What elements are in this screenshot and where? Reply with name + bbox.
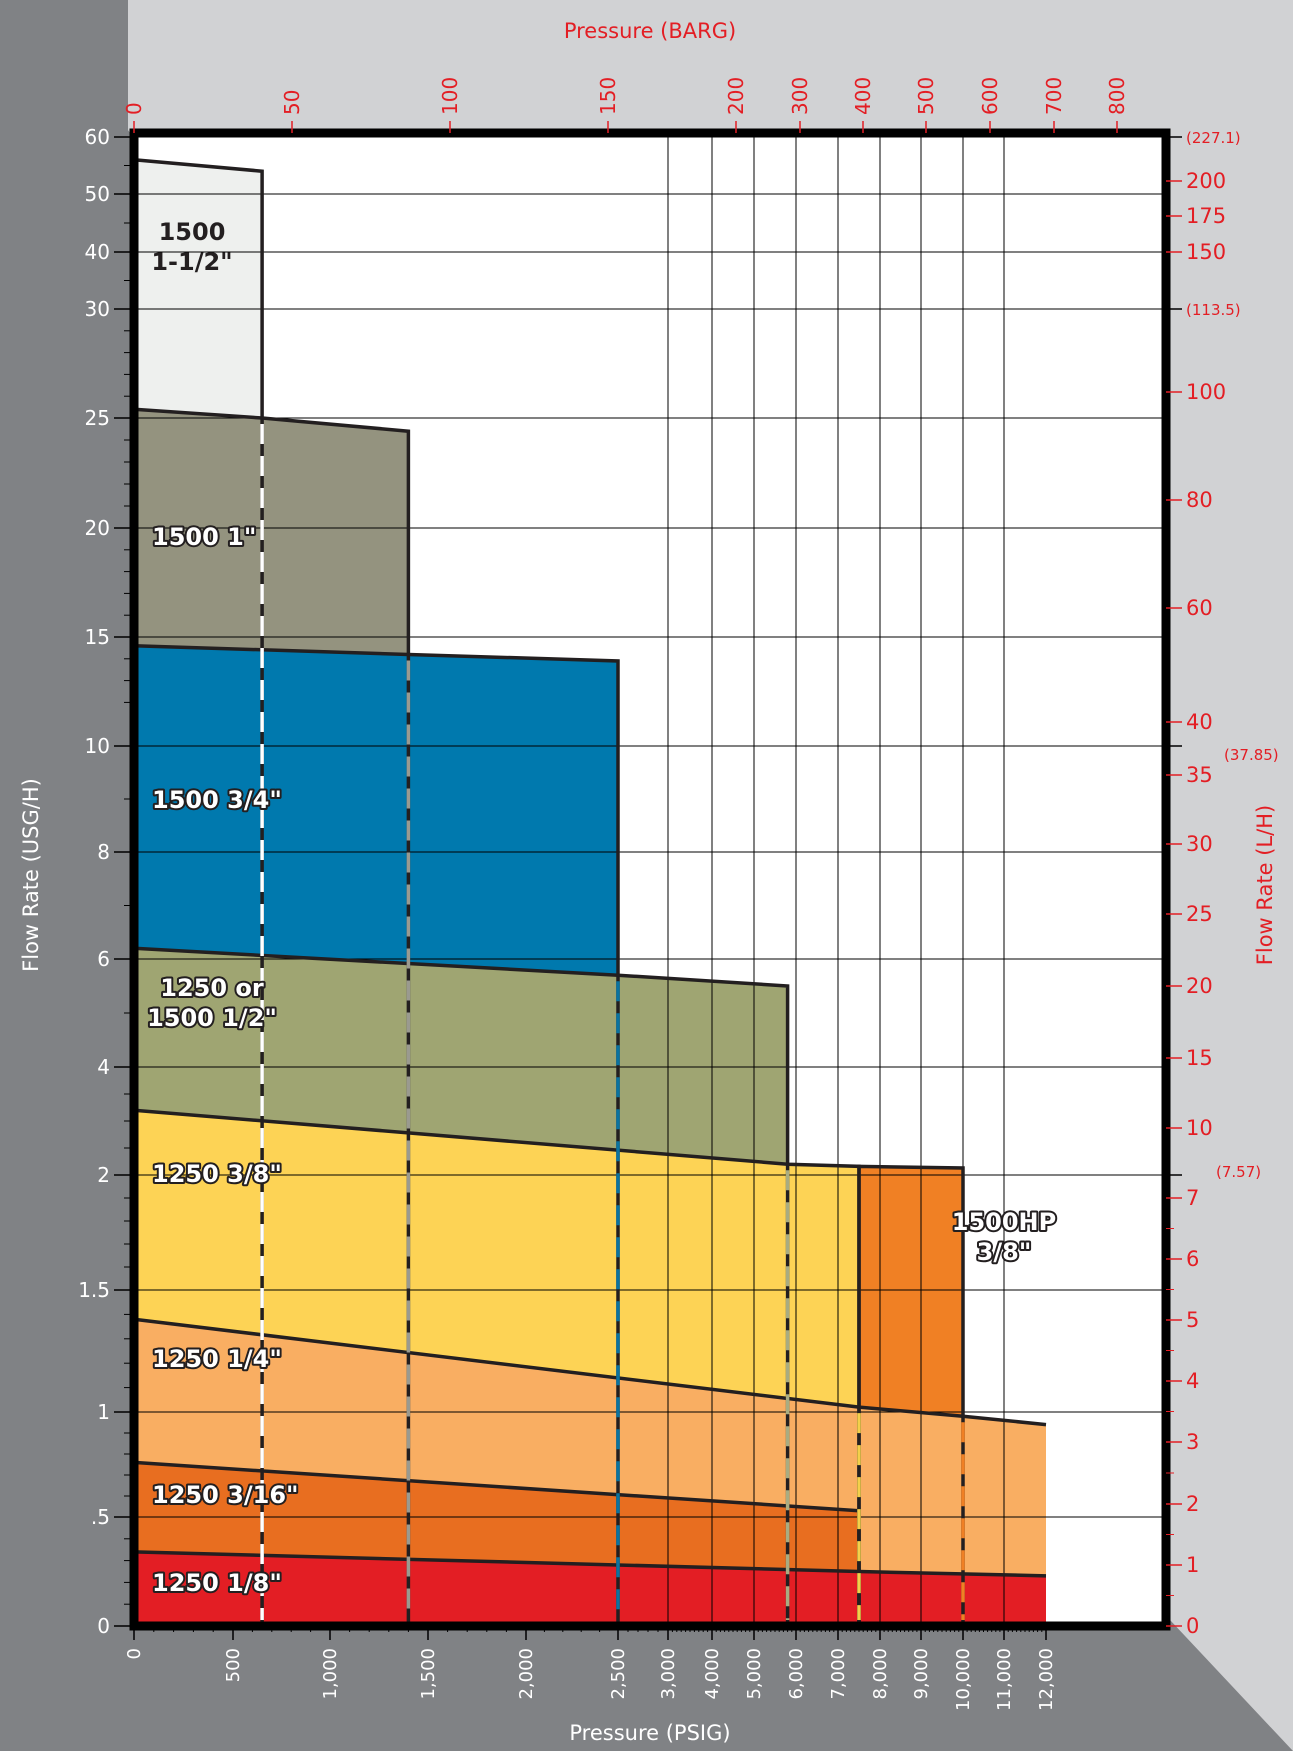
y-tick-label: 1.5 xyxy=(78,1278,110,1302)
x-tick-label: 1,000 xyxy=(320,1648,341,1700)
y2-tick-label: 6 xyxy=(1186,1247,1199,1271)
y2-equiv-label: (113.5) xyxy=(1186,301,1241,319)
y2-tick-label: 175 xyxy=(1186,204,1226,228)
y-tick-label: 10 xyxy=(85,734,110,758)
y2-tick-label: 20 xyxy=(1186,974,1213,998)
y2-axis-title: Flow Rate (L/H) xyxy=(1253,805,1277,965)
y2-tick-label: 3 xyxy=(1186,1430,1199,1454)
x-axis-ticks: 0 500 1,000 1,500 2,000 2,500 3,000 4,000 5,000 6… xyxy=(124,1626,1057,1711)
series-label: 1250 1/4" xyxy=(152,1345,282,1373)
y-tick-label: .5 xyxy=(91,1505,110,1529)
x2-axis-title: Pressure (BARG) xyxy=(564,19,736,43)
y2-tick-label: 1 xyxy=(1186,1553,1199,1577)
x2-tick-label: 500 xyxy=(914,77,938,115)
x-tick-label: 5,000 xyxy=(744,1648,765,1700)
y-tick-label: 4 xyxy=(97,1055,110,1079)
series-label: 1-1/2" xyxy=(151,248,232,276)
y-tick-label: 2 xyxy=(97,1163,110,1187)
y2-tick-label: 30 xyxy=(1186,832,1213,856)
y-tick-label: 60 xyxy=(85,125,110,149)
x2-tick-label: 100 xyxy=(438,77,462,115)
x2-tick-label: 800 xyxy=(1105,77,1129,115)
y2-equiv-label: (227.1) xyxy=(1186,129,1241,147)
y2-tick-label: 40 xyxy=(1186,710,1213,734)
y2-equiv-label: (7.57) xyxy=(1216,1163,1261,1181)
y-axis-title: Flow Rate (USG/H) xyxy=(19,778,43,972)
series-label: 1250 3/16" xyxy=(152,1481,299,1509)
y-tick-label: 25 xyxy=(85,406,110,430)
x-tick-label: 11,000 xyxy=(994,1648,1015,1711)
x2-tick-label: 400 xyxy=(851,77,875,115)
x2-tick-label: 150 xyxy=(596,77,620,115)
y2-tick-label: 200 xyxy=(1186,169,1226,193)
y-tick-label: 30 xyxy=(85,297,110,321)
y-tick-label: 40 xyxy=(85,240,110,264)
series-label: 1250 1/8" xyxy=(152,1569,282,1597)
y-tick-label: 8 xyxy=(97,840,110,864)
x2-axis-ticks: 0 50 100 150 200 300 400 500 600 700 800 xyxy=(122,77,1129,133)
y2-tick-label: 35 xyxy=(1186,763,1213,787)
y-tick-label: 15 xyxy=(85,625,110,649)
x-tick-label: 1,500 xyxy=(418,1648,439,1700)
plot-frame xyxy=(129,128,1171,1631)
y2-tick-label: 2 xyxy=(1186,1492,1199,1516)
x-tick-label: 2,000 xyxy=(516,1648,537,1700)
series-edge-8 xyxy=(133,1550,1047,1578)
x2-tick-label: 300 xyxy=(788,77,812,115)
y-tick-label: 20 xyxy=(85,516,110,540)
x-tick-label: 2,500 xyxy=(608,1648,629,1700)
x-tick-label: 6,000 xyxy=(786,1648,807,1700)
y2-tick-label: 15 xyxy=(1186,1046,1213,1070)
series-label: 1500 3/4" xyxy=(152,786,282,814)
y-tick-label: 1 xyxy=(97,1400,110,1424)
x2-tick-label: 200 xyxy=(724,77,748,115)
x-tick-label: 4,000 xyxy=(702,1648,723,1700)
y2-axis-ticks: 0 1 2 3 4 5 6 7 10 15 20 25 30 35 40 60 80 100 150 175 200 (2… xyxy=(1166,129,1279,1638)
series-label: 1500 1/2" xyxy=(147,1004,277,1032)
x-tick-label: 8,000 xyxy=(870,1648,891,1700)
x-tick-label: 10,000 xyxy=(953,1648,974,1711)
y2-tick-label: 80 xyxy=(1186,488,1213,512)
series-label: 3/8" xyxy=(977,1238,1032,1266)
y2-tick-label: 60 xyxy=(1186,596,1213,620)
x-axis-title: Pressure (PSIG) xyxy=(569,1721,730,1745)
x2-tick-label: 50 xyxy=(280,90,304,115)
y2-tick-label: 25 xyxy=(1186,902,1213,926)
x-tick-label: 12,000 xyxy=(1036,1648,1057,1711)
y2-tick-label: 100 xyxy=(1186,380,1226,404)
x2-tick-label: 600 xyxy=(978,77,1002,115)
y2-tick-label: 0 xyxy=(1186,1614,1199,1638)
x2-tick-label: 700 xyxy=(1042,77,1066,115)
y-tick-label: 50 xyxy=(85,182,110,206)
y2-tick-label: 4 xyxy=(1186,1369,1199,1393)
y2-tick-label: 5 xyxy=(1186,1308,1199,1332)
series-label: 1500HP xyxy=(952,1208,1056,1236)
x2-tick-label: 0 xyxy=(122,102,146,115)
y2-tick-label: 10 xyxy=(1186,1116,1213,1140)
series-label: 1250 3/8" xyxy=(152,1160,282,1188)
series-label: 1500 1" xyxy=(152,523,256,551)
grid-lines xyxy=(134,133,1166,1626)
y-tick-label: 0 xyxy=(97,1614,110,1638)
x-tick-label: 9,000 xyxy=(911,1648,932,1700)
x-tick-label: 3,000 xyxy=(658,1648,679,1700)
series-edge-5 xyxy=(857,1164,965,1626)
x-tick-label: 7,000 xyxy=(828,1648,849,1700)
series-edge-6 xyxy=(133,1317,1047,1427)
x-tick-label: 0 xyxy=(124,1648,145,1659)
y2-tick-label: 150 xyxy=(1186,240,1226,264)
y2-equiv-label: (37.85) xyxy=(1224,746,1279,764)
series-label: 1250 or xyxy=(160,974,264,1002)
dashed-dividers xyxy=(260,424,965,1620)
series-label: 1500 xyxy=(159,218,226,246)
y-axis-ticks: 0 .5 1 1.5 2 4 6 8 10 15 20 25 30 40 50 60 xyxy=(78,125,134,1638)
y-tick-label: 6 xyxy=(97,947,110,971)
y2-tick-label: 7 xyxy=(1186,1186,1199,1210)
x-tick-label: 500 xyxy=(223,1648,244,1682)
